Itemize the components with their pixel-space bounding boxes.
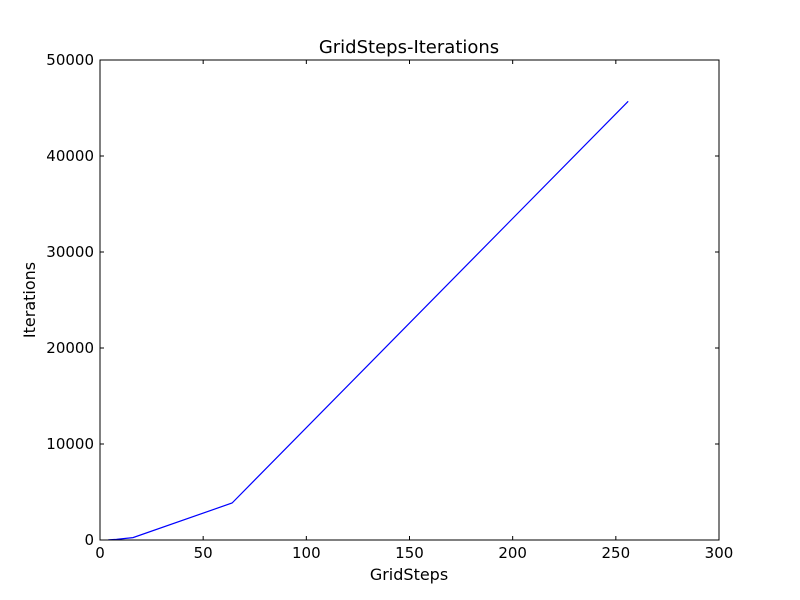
- x-tick-label: 250: [602, 544, 631, 562]
- x-tick-label: 100: [292, 544, 321, 562]
- y-tick-label: 30000: [46, 243, 94, 261]
- y-axis-label: Iterations: [20, 262, 39, 338]
- y-axis: 0 10000 20000 30000 40000 50000: [46, 51, 719, 549]
- y-tick-label: 0: [84, 531, 94, 549]
- x-tick-label: 200: [498, 544, 527, 562]
- x-tick-label: 300: [705, 544, 734, 562]
- plot-frame: [99, 59, 720, 541]
- y-tick-label: 50000: [46, 51, 94, 69]
- y-tick-label: 10000: [46, 435, 94, 453]
- y-tick-label: 40000: [46, 147, 94, 165]
- x-tick-label: 0: [95, 544, 105, 562]
- chart-title: GridSteps-Iterations: [319, 37, 499, 58]
- x-tick-label: 50: [194, 544, 213, 562]
- y-tick-label: 20000: [46, 339, 94, 357]
- x-axis-label: GridSteps: [370, 565, 448, 584]
- plot-area: [100, 60, 719, 540]
- x-tick-label: 150: [395, 544, 424, 562]
- x-axis: 0 50 100 150 200 250 300: [95, 60, 733, 562]
